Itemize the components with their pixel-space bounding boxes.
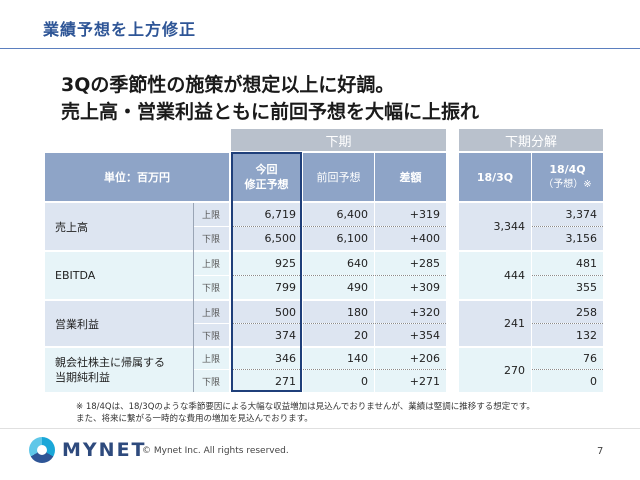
sub-label-upper: 上限 <box>193 348 229 369</box>
cell-sales-current-lower: 6,500 <box>231 227 302 250</box>
group-header-second-half: 下期 <box>231 129 446 151</box>
row-divider <box>231 226 446 227</box>
row-label-sales: 売上高 <box>45 203 193 250</box>
row-divider <box>532 226 603 227</box>
cell-ni-previous-lower: 0 <box>303 370 374 392</box>
cell-op-current-lower: 374 <box>231 324 302 346</box>
cell-ni-diff-upper: +206 <box>375 348 446 369</box>
cell-ni-18-4q-upper: 76 <box>532 348 603 369</box>
cell-sales-diff-lower: +400 <box>375 227 446 250</box>
brand-logo-text: MYNET <box>62 439 147 461</box>
cell-op-18-4q-lower: 132 <box>532 324 603 346</box>
row-divider <box>231 275 446 276</box>
cell-op-previous-upper: 180 <box>303 301 374 323</box>
cell-ebitda-18-4q-upper: 481 <box>532 252 603 275</box>
title-divider <box>0 48 640 49</box>
slide-title: 業績予想を上方修正 <box>43 20 197 39</box>
header-unit: 単位：百万円 <box>45 153 229 201</box>
sub-label-upper: 上限 <box>193 301 229 323</box>
headline-line-1: 3Qの季節性の施策が想定以上に好調。 <box>61 74 395 96</box>
header-18-4q-label: 18/4Q <box>549 163 586 176</box>
sub-label-upper: 上限 <box>193 203 229 226</box>
cell-ni-18-4q-lower: 0 <box>532 370 603 392</box>
cell-ebitda-current-upper: 925 <box>231 252 302 275</box>
cell-op-previous-lower: 20 <box>303 324 374 346</box>
row-divider <box>532 275 603 276</box>
sub-label-upper: 上限 <box>193 252 229 275</box>
sub-label-lower: 下限 <box>193 324 229 346</box>
cell-ni-diff-lower: +271 <box>375 370 446 392</box>
copyright: © Mynet Inc. All rights reserved. <box>142 446 289 456</box>
cell-sales-diff-upper: +319 <box>375 203 446 226</box>
header-18-3q: 18/3Q <box>459 153 531 201</box>
cell-op-diff-lower: +354 <box>375 324 446 346</box>
row-label-operating-profit: 営業利益 <box>45 301 193 346</box>
cell-ebitda-18-3q: 444 <box>459 252 531 299</box>
page-number: 7 <box>597 446 604 457</box>
row-divider <box>231 369 446 370</box>
sub-label-lower: 下限 <box>193 370 229 392</box>
cell-sales-18-4q-upper: 3,374 <box>532 203 603 226</box>
cell-ni-previous-upper: 140 <box>303 348 374 369</box>
row-divider <box>532 369 603 370</box>
cell-op-current-upper: 500 <box>231 301 302 323</box>
row-label-ebitda: EBITDA <box>45 252 193 299</box>
header-current-forecast: 今回 修正予想 <box>231 153 302 201</box>
cell-ebitda-diff-lower: +309 <box>375 276 446 299</box>
sub-label-lower: 下限 <box>193 276 229 299</box>
row-divider <box>532 323 603 324</box>
headline-line-2: 売上高・営業利益ともに前回予想を大幅に上振れ <box>61 101 480 123</box>
header-18-4q-note: （予想）※ <box>543 179 592 190</box>
cell-ebitda-diff-upper: +285 <box>375 252 446 275</box>
header-previous-forecast: 前回予想 <box>303 153 374 201</box>
header-difference: 差額 <box>375 153 446 201</box>
mynet-logo-icon <box>29 437 55 463</box>
cell-ebitda-current-lower: 799 <box>231 276 302 299</box>
cell-ni-current-lower: 271 <box>231 370 302 392</box>
cell-ebitda-previous-upper: 640 <box>303 252 374 275</box>
footnote-line-1: ※ 18/4Qは、18/3Qのような季節要因による大幅な収益増加は見込んでおりま… <box>76 402 535 412</box>
cell-sales-current-upper: 6,719 <box>231 203 302 226</box>
group-header-breakdown: 下期分解 <box>459 129 603 151</box>
current-forecast-highlight <box>231 152 302 392</box>
cell-ni-current-upper: 346 <box>231 348 302 369</box>
sub-label-separator <box>193 203 194 392</box>
footnote-line-2: また、将来に繋がる一時的な費用の増加を見込んでおります。 <box>76 414 313 424</box>
cell-op-diff-upper: +320 <box>375 301 446 323</box>
cell-ebitda-18-4q-lower: 355 <box>532 276 603 299</box>
cell-sales-previous-lower: 6,100 <box>303 227 374 250</box>
footer-divider <box>0 428 640 429</box>
sub-label-lower: 下限 <box>193 227 229 250</box>
cell-sales-previous-upper: 6,400 <box>303 203 374 226</box>
header-18-4q: 18/4Q （予想）※ <box>532 153 603 201</box>
cell-ebitda-previous-lower: 490 <box>303 276 374 299</box>
cell-sales-18-4q-lower: 3,156 <box>532 227 603 250</box>
row-label-net-income: 親会社株主に帰属する 当期純利益 <box>45 348 193 392</box>
row-divider <box>231 323 446 324</box>
cell-ni-18-3q: 270 <box>459 348 531 392</box>
cell-op-18-3q: 241 <box>459 301 531 346</box>
cell-op-18-4q-upper: 258 <box>532 301 603 323</box>
cell-sales-18-3q: 3,344 <box>459 203 531 250</box>
